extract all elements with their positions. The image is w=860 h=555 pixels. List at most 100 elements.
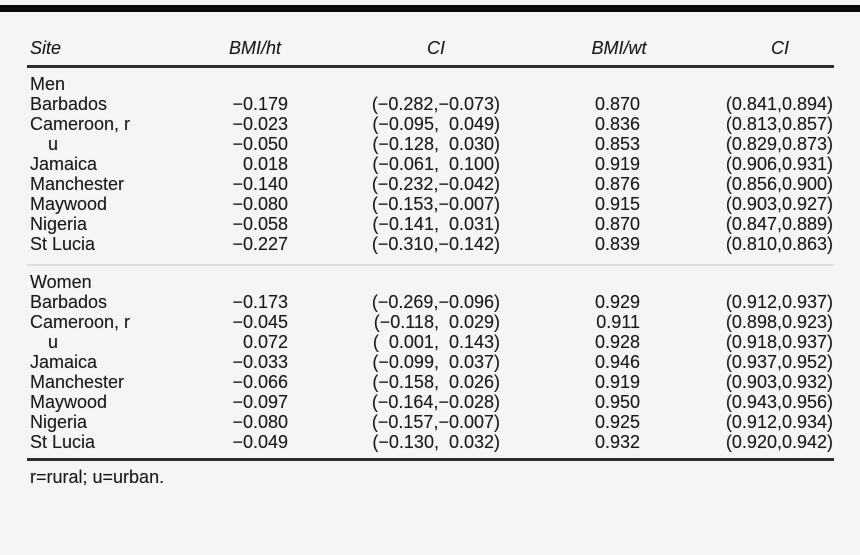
table-row: Barbados −0.173 (−0.269,−0.096) 0.929 (0… (27, 292, 834, 312)
bmi-wt-cell: 0.853 (594, 134, 640, 154)
ci-wt-cell: (0.937,0.952) (725, 352, 833, 372)
top-rule (0, 5, 860, 12)
empty-cell (500, 272, 640, 292)
ci-wt-cell: (0.906,0.931) (725, 154, 833, 174)
header-rule (27, 65, 834, 68)
bmi-ht-cell: −0.045 (232, 312, 288, 332)
ci-ht-cell: (−0.310,−0.142) (371, 234, 500, 254)
bmi-wt-cell: 0.839 (594, 234, 640, 254)
bmi-wt-cell: 0.929 (594, 292, 640, 312)
empty-cell (288, 74, 500, 94)
ci-wt-cell: (0.943,0.956) (725, 392, 833, 412)
bmi-wt-cell: 0.876 (594, 174, 640, 194)
ci-wt-cell: (0.841,0.894) (725, 94, 833, 114)
bmi-ht-cell: −0.140 (232, 174, 288, 194)
ci-ht-cell: ( 0.001, 0.143) (372, 332, 500, 352)
bmi-ht-cell: −0.049 (232, 432, 288, 452)
site-cell: Manchester (30, 372, 125, 392)
table-row: Maywood −0.080 (−0.153,−0.007) 0.915 (0.… (27, 194, 834, 214)
ci-ht-cell: (−0.269,−0.096) (371, 292, 500, 312)
ci-ht-cell: (−0.232,−0.042) (371, 174, 500, 194)
ci-ht-cell: (−0.141, 0.031) (372, 214, 500, 234)
table-row: Nigeria −0.080 (−0.157,−0.007) 0.925 (0.… (27, 412, 834, 432)
column-header-site: Site (30, 38, 62, 58)
empty-cell (177, 74, 288, 94)
ci-wt-cell: (0.847,0.889) (725, 214, 833, 234)
men-section: Men Barbados −0.179 (−0.282,−0.073) 0.87… (27, 74, 834, 254)
bmi-wt-cell: 0.915 (594, 194, 640, 214)
ci-ht-cell: (−0.118, 0.029) (373, 312, 500, 332)
column-header-ci-wt: CI (771, 38, 789, 58)
empty-cell (640, 74, 833, 94)
bmi-wt-cell: 0.870 (594, 94, 640, 114)
bmi-ht-cell: 0.018 (242, 154, 288, 174)
table-row: u −0.050 (−0.128, 0.030) 0.853 (0.829,0.… (27, 134, 834, 154)
ci-wt-cell: (0.903,0.927) (725, 194, 833, 214)
bmi-wt-cell: 0.919 (594, 372, 640, 392)
ci-ht-cell: (−0.282,−0.073) (371, 94, 500, 114)
ci-wt-cell: (0.810,0.863) (725, 234, 833, 254)
section-divider-rule (27, 264, 834, 266)
ci-wt-cell: (0.813,0.857) (725, 114, 833, 134)
bmi-ht-cell: −0.080 (232, 194, 288, 214)
section-label: Women (30, 272, 92, 292)
bmi-wt-cell: 0.919 (594, 154, 640, 174)
table-footnote: r=rural; u=urban. (30, 467, 165, 487)
ci-ht-cell: (−0.099, 0.037) (372, 352, 500, 372)
empty-cell (500, 74, 640, 94)
ci-wt-cell: (0.912,0.934) (725, 412, 833, 432)
bmi-ht-cell: −0.080 (232, 412, 288, 432)
ci-wt-cell: (0.856,0.900) (725, 174, 833, 194)
bmi-ht-cell: −0.023 (232, 114, 288, 134)
column-header-ci-ht: CI (427, 38, 445, 58)
ci-wt-cell: (0.898,0.923) (725, 312, 833, 332)
bmi-ht-cell: −0.058 (232, 214, 288, 234)
site-cell: Cameroon, r (30, 114, 131, 134)
bmi-ht-cell: −0.050 (232, 134, 288, 154)
ci-ht-cell: (−0.153,−0.007) (371, 194, 500, 214)
ci-ht-cell: (−0.095, 0.049) (372, 114, 500, 134)
site-cell: u (48, 332, 59, 352)
table-row: Maywood −0.097 (−0.164,−0.028) 0.950 (0.… (27, 392, 834, 412)
ci-wt-cell: (0.920,0.942) (725, 432, 833, 452)
ci-ht-cell: (−0.130, 0.032) (372, 432, 500, 452)
ci-wt-cell: (0.918,0.937) (725, 332, 833, 352)
site-cell: Nigeria (30, 214, 88, 234)
table-row: Cameroon, r −0.045 (−0.118, 0.029) 0.911… (27, 312, 834, 332)
section-label: Men (30, 74, 66, 94)
bmi-wt-cell: 0.946 (594, 352, 640, 372)
site-cell: Jamaica (30, 352, 98, 372)
bmi-ht-cell: −0.097 (232, 392, 288, 412)
site-cell: Manchester (30, 174, 125, 194)
site-cell: Maywood (30, 194, 108, 214)
site-cell: Barbados (30, 292, 108, 312)
ci-wt-cell: (0.912,0.937) (725, 292, 833, 312)
table-row: Jamaica −0.033 (−0.099, 0.037) 0.946 (0.… (27, 352, 834, 372)
ci-ht-cell: (−0.164,−0.028) (371, 392, 500, 412)
bmi-wt-cell: 0.950 (594, 392, 640, 412)
table-row: Cameroon, r −0.023 (−0.095, 0.049) 0.836… (27, 114, 834, 134)
section-label-row: Women (27, 272, 834, 292)
bmi-ht-cell: −0.173 (232, 292, 288, 312)
bmi-ht-cell: −0.227 (232, 234, 288, 254)
site-cell: u (48, 134, 59, 154)
table-row: St Lucia −0.049 (−0.130, 0.032) 0.932 (0… (27, 432, 834, 452)
empty-cell (177, 272, 288, 292)
bmi-ht-cell: 0.072 (242, 332, 288, 352)
bottom-rule (27, 458, 834, 461)
ci-wt-cell: (0.903,0.932) (725, 372, 833, 392)
site-cell: Jamaica (30, 154, 98, 174)
bmi-wt-cell: 0.928 (594, 332, 640, 352)
bmi-ht-cell: −0.033 (232, 352, 288, 372)
empty-cell (640, 272, 833, 292)
site-cell: Cameroon, r (30, 312, 131, 332)
ci-ht-cell: (−0.061, 0.100) (372, 154, 500, 174)
column-header-bmi-ht: BMI/ht (228, 38, 282, 58)
ci-ht-cell: (−0.157,−0.007) (371, 412, 500, 432)
bmi-wt-cell: 0.925 (594, 412, 640, 432)
site-cell: Barbados (30, 94, 108, 114)
site-cell: St Lucia (30, 234, 96, 254)
women-section: Women Barbados −0.173 (−0.269,−0.096) 0.… (27, 272, 834, 452)
bmi-ht-cell: −0.179 (232, 94, 288, 114)
